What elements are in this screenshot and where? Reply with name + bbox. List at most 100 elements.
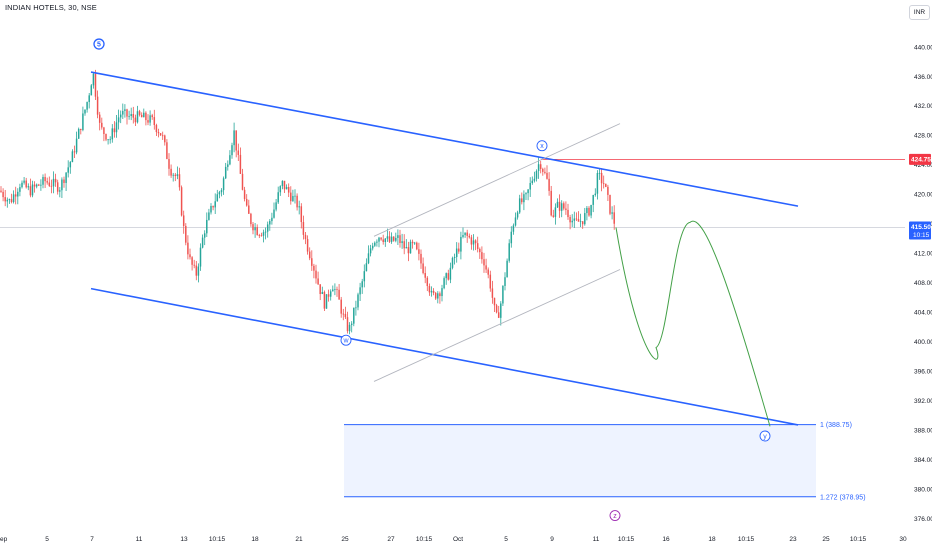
candle-body: [600, 172, 603, 184]
candle-body: [489, 274, 492, 289]
candle-body: [73, 151, 76, 153]
wave-label-5-circle: [93, 38, 105, 50]
candle-body: [227, 164, 229, 167]
candle-body: [485, 265, 487, 270]
candle-body: [113, 128, 116, 133]
candle-body: [140, 114, 143, 118]
candle-body: [65, 172, 67, 183]
candle-body: [222, 178, 225, 191]
candle-body: [462, 235, 464, 237]
candle-body: [493, 297, 496, 306]
candle-body: [382, 239, 384, 242]
candle-body: [497, 312, 500, 318]
candle-body: [103, 127, 105, 135]
candle-body: [602, 183, 605, 185]
candle-body: [420, 253, 422, 264]
candle-body: [134, 117, 137, 123]
red-level-badge-label: 424.75: [911, 157, 931, 164]
candle-body: [292, 195, 294, 202]
candle-body: [185, 225, 187, 243]
time-tick-label: 16: [662, 536, 670, 543]
candle-body: [470, 237, 473, 245]
candle-body: [476, 243, 479, 249]
candle-body: [287, 186, 290, 193]
candle-body: [571, 220, 573, 223]
candle-body: [10, 199, 13, 203]
candle-body: [508, 243, 510, 261]
candle-body: [92, 73, 95, 86]
projection-path[interactable]: [615, 220, 771, 427]
candle-body: [525, 193, 527, 195]
time-tick-label: 18: [708, 536, 716, 543]
candle-body: [269, 221, 271, 225]
candle-body: [67, 167, 69, 173]
candle-body: [401, 241, 403, 244]
candle-body: [174, 174, 177, 176]
candle-body: [596, 173, 599, 194]
candle-body: [25, 180, 27, 188]
candle-body: [403, 241, 405, 249]
candle-body: [609, 194, 611, 214]
candle-body: [203, 233, 206, 238]
candle-body: [611, 212, 613, 214]
candle-body: [546, 172, 548, 179]
wave-labels[interactable]: 5 w x y z: [93, 38, 771, 522]
candle-body: [336, 289, 338, 290]
candle-body: [254, 227, 256, 231]
candle-body: [563, 203, 565, 209]
price-tick-label: 436.00: [914, 74, 932, 81]
price-axis[interactable]: 440.00436.00432.00428.00424.00420.00416.…: [909, 44, 932, 523]
candle-body: [216, 194, 219, 202]
candle-body: [283, 180, 286, 190]
candle-body: [161, 135, 164, 137]
candle-body: [315, 270, 317, 279]
candle-body: [248, 205, 250, 214]
candle-body: [554, 207, 557, 217]
time-axis[interactable]: ep 5 7 11 13 10:15 18 21 25 27 10:15 Oct 5 9 11 10:15 16…: [0, 536, 907, 543]
candle-body: [6, 199, 9, 202]
trend-lines[interactable]: [90, 71, 799, 426]
candle-body: [424, 273, 426, 278]
candle-body: [138, 111, 141, 115]
currency-button[interactable]: INR: [909, 5, 930, 20]
candle-body: [544, 171, 546, 173]
candle-body: [384, 238, 387, 242]
candle-body: [311, 258, 313, 266]
candle-body: [495, 305, 498, 313]
candle-body: [147, 120, 149, 123]
candle-body: [367, 253, 370, 264]
candle-body: [119, 114, 122, 118]
time-tick-label: ep: [0, 536, 8, 543]
candle-body: [182, 215, 185, 226]
current-price-label: 415.50: [911, 224, 931, 231]
price-tick-label: 428.00: [914, 133, 932, 140]
candle-body: [466, 232, 468, 236]
candle-body: [42, 176, 44, 185]
candle-body: [432, 290, 435, 293]
candle-body: [96, 96, 99, 115]
candle-body: [136, 111, 139, 123]
candle-body: [111, 128, 114, 140]
candle-body: [581, 221, 584, 225]
candle-body: [371, 245, 374, 249]
candle-body: [405, 247, 408, 249]
candle-body: [29, 186, 32, 196]
time-tick-label: 7: [90, 536, 94, 543]
candle-body: [23, 180, 25, 183]
candle-body: [124, 109, 126, 111]
wave-label-z-text: z: [613, 513, 617, 520]
candle-body: [340, 299, 342, 314]
candle-body: [300, 206, 303, 223]
candle-body: [122, 110, 124, 115]
candle-body: [172, 174, 174, 176]
candle-body: [319, 284, 321, 295]
candle-body: [569, 217, 571, 223]
candle-body: [178, 174, 181, 188]
candle-body: [451, 257, 454, 268]
candle-body: [346, 317, 349, 332]
candle-body: [86, 102, 88, 110]
time-tick-label: 23: [789, 536, 797, 543]
candle-body: [61, 179, 63, 191]
candle-body: [237, 150, 240, 155]
